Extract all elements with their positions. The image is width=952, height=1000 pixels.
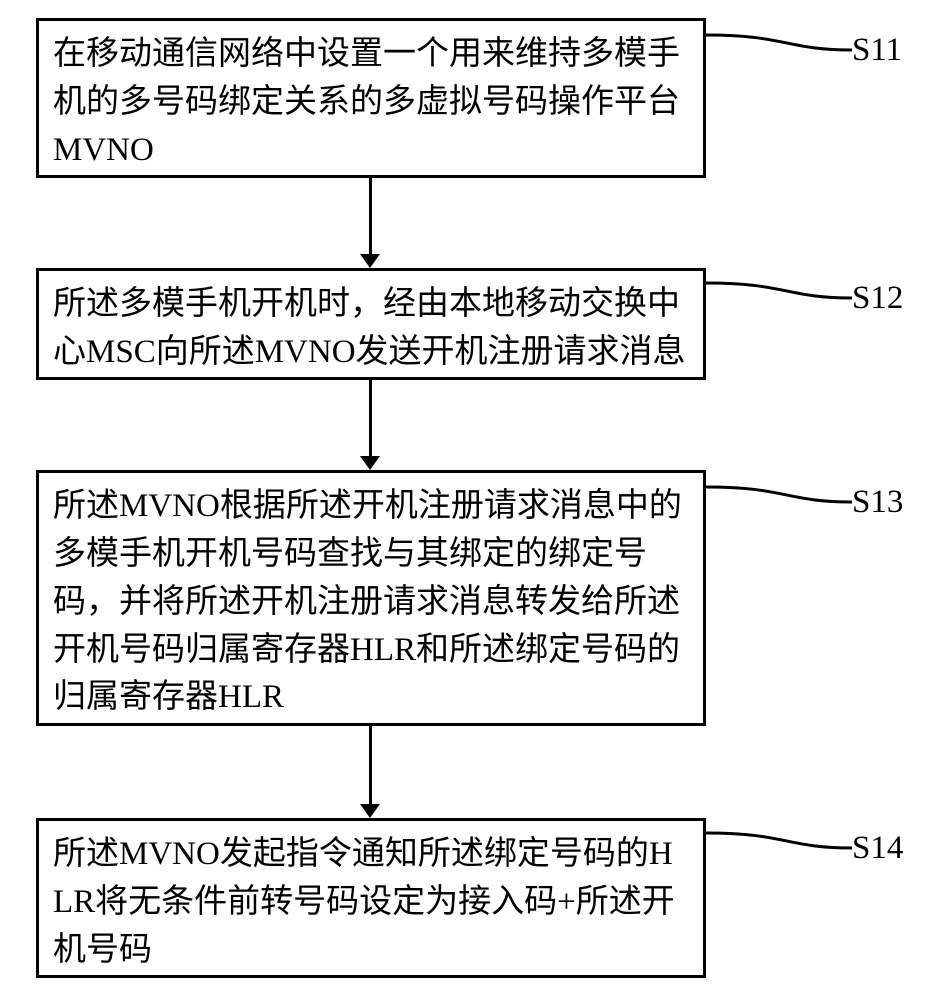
arrowhead-s14: [360, 804, 380, 818]
connector-s11-s12: [369, 178, 372, 254]
flowchart-node-s12: 所述多模手机开机时，经由本地移动交换中心MSC向所述MVNO发送开机注册请求消息: [36, 268, 706, 380]
flowchart-node-s11: 在移动通信网络中设置一个用来维持多模手机的多号码绑定关系的多虚拟号码操作平台MV…: [36, 18, 706, 178]
label-leader-s13: [704, 485, 854, 504]
step-label-s12: S12: [852, 280, 903, 317]
flowchart-node-s14: 所述MVNO发起指令通知所述绑定号码的HLR将无条件前转号码设定为接入码+所述开…: [36, 818, 706, 978]
flowchart-node-s13: 所述MVNO根据所述开机注册请求消息中的多模手机开机号码查找与其绑定的绑定号码，…: [36, 470, 706, 726]
flowchart-canvas: 在移动通信网络中设置一个用来维持多模手机的多号码绑定关系的多虚拟号码操作平台MV…: [0, 0, 952, 1000]
label-leader-s12: [704, 281, 854, 300]
label-leader-s14: [704, 831, 854, 850]
step-label-s11: S11: [852, 32, 902, 69]
connector-s13-s14: [369, 726, 372, 804]
step-label-s13: S13: [852, 484, 903, 521]
label-leader-s11: [704, 33, 854, 52]
arrowhead-s13: [360, 456, 380, 470]
connector-s12-s13: [369, 380, 372, 456]
step-label-s14: S14: [852, 830, 903, 867]
arrowhead-s12: [360, 254, 380, 268]
